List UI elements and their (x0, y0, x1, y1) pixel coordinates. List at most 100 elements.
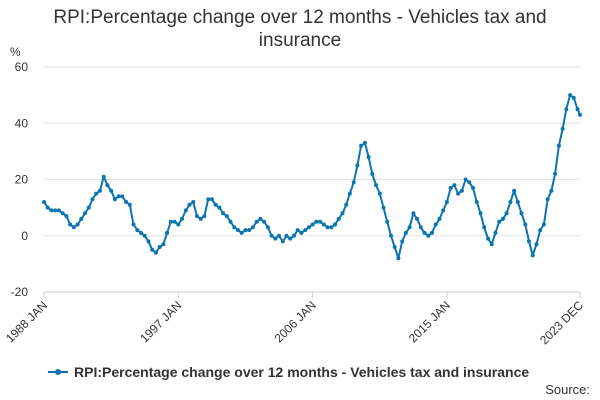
data-point[interactable] (209, 197, 214, 202)
data-point[interactable] (56, 208, 61, 213)
data-point[interactable] (172, 219, 177, 224)
data-point[interactable] (444, 200, 449, 204)
data-point[interactable] (224, 214, 229, 219)
data-point[interactable] (459, 188, 464, 193)
data-point[interactable] (146, 239, 151, 244)
data-point[interactable] (564, 107, 569, 112)
data-point[interactable] (441, 208, 446, 213)
data-point[interactable] (474, 200, 479, 204)
data-point[interactable] (344, 202, 349, 207)
data-point[interactable] (49, 208, 54, 213)
data-point[interactable] (236, 228, 240, 233)
data-point[interactable] (523, 222, 528, 227)
data-point[interactable] (482, 225, 487, 230)
data-point[interactable] (79, 216, 84, 221)
data-point[interactable] (250, 225, 255, 230)
data-point[interactable] (448, 185, 453, 190)
data-point[interactable] (124, 200, 129, 204)
data-point[interactable] (366, 155, 371, 159)
data-point[interactable] (187, 202, 192, 207)
data-point[interactable] (303, 228, 308, 233)
data-point[interactable] (269, 233, 274, 238)
data-point[interactable] (568, 93, 573, 98)
data-point[interactable] (176, 222, 181, 227)
data-point[interactable] (534, 242, 539, 247)
data-point[interactable] (400, 239, 405, 244)
data-point[interactable] (295, 228, 300, 233)
data-point[interactable] (541, 222, 546, 227)
data-point[interactable] (396, 256, 401, 261)
data-point[interactable] (403, 230, 408, 235)
data-point[interactable] (362, 140, 367, 145)
data-point[interactable] (433, 222, 438, 227)
data-point[interactable] (527, 239, 531, 244)
data-point[interactable] (489, 242, 494, 247)
data-point[interactable] (392, 245, 397, 249)
data-point[interactable] (94, 191, 99, 196)
data-point[interactable] (538, 228, 543, 233)
data-point[interactable] (101, 174, 106, 179)
data-point[interactable] (508, 200, 513, 204)
data-point[interactable] (217, 205, 222, 210)
data-point[interactable] (486, 236, 490, 241)
data-point[interactable] (202, 214, 207, 219)
data-point[interactable] (213, 202, 218, 207)
data-point[interactable] (277, 233, 281, 238)
data-point[interactable] (157, 245, 162, 249)
data-point[interactable] (515, 200, 520, 204)
data-point[interactable] (549, 188, 554, 193)
data-point[interactable] (116, 194, 121, 199)
data-point[interactable] (347, 191, 352, 196)
data-point[interactable] (68, 222, 73, 227)
data-point[interactable] (545, 197, 550, 202)
data-point[interactable] (456, 191, 461, 196)
data-point[interactable] (109, 188, 114, 193)
data-point[interactable] (112, 197, 117, 202)
data-point[interactable] (314, 219, 319, 224)
data-point[interactable] (60, 211, 65, 216)
data-point[interactable] (336, 216, 341, 221)
data-point[interactable] (239, 230, 244, 235)
data-point[interactable] (333, 222, 337, 227)
data-point[interactable] (571, 95, 576, 100)
data-point[interactable] (232, 225, 237, 230)
data-point[interactable] (131, 222, 136, 227)
data-point[interactable] (530, 253, 535, 258)
data-point[interactable] (42, 200, 46, 204)
data-point[interactable] (135, 228, 140, 233)
data-point[interactable] (374, 183, 378, 188)
data-point[interactable] (381, 205, 386, 210)
data-point[interactable] (407, 225, 412, 230)
data-point[interactable] (578, 112, 582, 117)
data-point[interactable] (254, 219, 259, 224)
data-point[interactable] (265, 225, 270, 230)
data-point[interactable] (247, 228, 252, 233)
data-point[interactable] (306, 225, 311, 230)
data-point[interactable] (198, 216, 203, 221)
data-point[interactable] (422, 230, 427, 235)
data-point[interactable] (504, 211, 509, 216)
data-point[interactable] (415, 216, 420, 221)
data-point[interactable] (221, 211, 226, 216)
data-point[interactable] (437, 216, 442, 221)
data-point[interactable] (165, 230, 170, 235)
data-point[interactable] (191, 200, 196, 204)
data-point[interactable] (325, 225, 330, 230)
data-point[interactable] (127, 202, 132, 207)
data-point[interactable] (351, 180, 356, 185)
data-point[interactable] (411, 211, 416, 216)
data-point[interactable] (206, 197, 211, 202)
data-point[interactable] (299, 230, 304, 235)
data-point[interactable] (64, 214, 69, 219)
data-point[interactable] (310, 222, 315, 227)
data-point[interactable] (452, 183, 457, 188)
data-point[interactable] (168, 219, 173, 224)
data-point[interactable] (262, 219, 267, 224)
data-point[interactable] (120, 194, 125, 199)
data-point[interactable] (273, 236, 278, 241)
data-point[interactable] (359, 143, 364, 148)
data-point[interactable] (493, 230, 498, 235)
data-point[interactable] (318, 219, 323, 224)
data-point[interactable] (560, 126, 565, 131)
data-point[interactable] (90, 197, 95, 202)
